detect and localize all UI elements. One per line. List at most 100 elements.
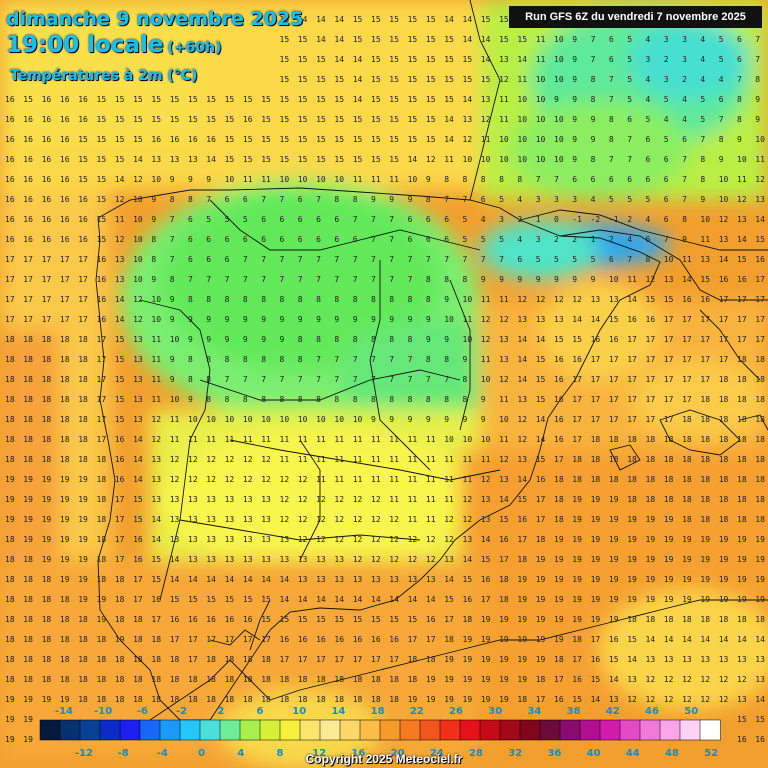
scale-lower-label: -8 <box>118 748 129 759</box>
grid-value: 9 <box>206 175 211 184</box>
grid-value: 18 <box>188 675 198 684</box>
grid-value: 19 <box>719 535 729 544</box>
scale-upper-label: 2 <box>217 706 224 717</box>
grid-value: 17 <box>572 375 582 384</box>
grid-value: 16 <box>78 235 88 244</box>
grid-value: 7 <box>316 355 321 364</box>
grid-value: 17 <box>646 415 656 424</box>
grid-value: 18 <box>646 435 656 444</box>
field-title: Températures à 2m (°C) <box>10 68 198 84</box>
grid-value: 10 <box>225 415 235 424</box>
grid-value: 13 <box>243 515 253 524</box>
grid-value: 18 <box>5 655 15 664</box>
grid-value: 15 <box>225 155 235 164</box>
grid-value: 8 <box>609 135 614 144</box>
grid-value: 18 <box>23 395 33 404</box>
grid-value: 19 <box>78 495 88 504</box>
grid-value: 4 <box>627 235 632 244</box>
grid-value: 6 <box>664 155 669 164</box>
grid-value: 7 <box>316 375 321 384</box>
grid-value: 8 <box>334 195 339 204</box>
grid-value: 13 <box>206 495 216 504</box>
scale-swatch <box>459 719 481 741</box>
grid-value: 17 <box>5 255 15 264</box>
grid-value: 8 <box>499 175 504 184</box>
grid-value: 12 <box>700 675 710 684</box>
grid-value: 14 <box>280 595 290 604</box>
grid-value: 8 <box>353 295 358 304</box>
grid-value: 4 <box>646 215 651 224</box>
grid-value: 17 <box>682 335 692 344</box>
grid-value: 14 <box>389 595 399 604</box>
grid-value: 10 <box>316 415 326 424</box>
grid-value: 6 <box>444 235 449 244</box>
grid-value: 14 <box>133 435 143 444</box>
grid-value: 13 <box>206 515 216 524</box>
grid-value: 7 <box>591 55 596 64</box>
grid-value: 18 <box>298 675 308 684</box>
grid-value: 7 <box>170 255 175 264</box>
grid-value: 19 <box>700 575 710 584</box>
grid-value: 8 <box>225 395 230 404</box>
grid-value: 14 <box>481 35 491 44</box>
grid-value: 11 <box>243 435 253 444</box>
grid-value: 13 <box>591 295 601 304</box>
grid-value: 19 <box>609 615 619 624</box>
grid-value: 18 <box>371 695 381 704</box>
grid-value: 14 <box>206 575 216 584</box>
grid-value: 15 <box>151 555 161 564</box>
grid-value: 17 <box>664 335 674 344</box>
grid-value: 11 <box>334 455 344 464</box>
grid-value: 15 <box>97 235 107 244</box>
scale-swatch <box>419 719 441 741</box>
grid-value: 13 <box>133 375 143 384</box>
grid-value: 17 <box>170 635 180 644</box>
grid-value: 18 <box>700 455 710 464</box>
grid-value: 16 <box>78 195 88 204</box>
grid-value: 11 <box>261 175 271 184</box>
grid-value: 19 <box>463 655 473 664</box>
grid-value: 9 <box>755 95 760 104</box>
grid-value: 16 <box>682 295 692 304</box>
grid-value: 14 <box>536 435 546 444</box>
grid-value: 18 <box>78 335 88 344</box>
grid-value: 17 <box>353 655 363 664</box>
grid-value: 15 <box>133 495 143 504</box>
grid-value: 12 <box>353 515 363 524</box>
grid-value: 14 <box>170 555 180 564</box>
grid-value: 17 <box>572 435 582 444</box>
grid-value: 8 <box>151 255 156 264</box>
grid-value: 11 <box>115 215 125 224</box>
grid-value: 2 <box>609 235 614 244</box>
grid-value: 8 <box>225 295 230 304</box>
grid-value: 15 <box>316 75 326 84</box>
grid-value: 17 <box>664 315 674 324</box>
grid-value: 10 <box>133 275 143 284</box>
grid-value: 13 <box>554 315 564 324</box>
grid-value: 18 <box>682 615 692 624</box>
grid-value: 13 <box>408 575 418 584</box>
grid-value: 6 <box>334 215 339 224</box>
grid-value: 14 <box>572 315 582 324</box>
grid-value: 11 <box>316 455 326 464</box>
grid-value: 19 <box>572 495 582 504</box>
grid-value: 18 <box>5 395 15 404</box>
grid-value: 4 <box>481 215 486 224</box>
grid-value: 15 <box>353 615 363 624</box>
grid-value: 11 <box>408 455 418 464</box>
grid-value: 18 <box>78 695 88 704</box>
grid-value: 18 <box>755 415 765 424</box>
scale-upper-label: 26 <box>449 706 463 717</box>
grid-value: 15 <box>243 95 253 104</box>
grid-value: 15 <box>115 115 125 124</box>
grid-value: 19 <box>517 575 527 584</box>
grid-value: 19 <box>536 555 546 564</box>
grid-value: 8 <box>426 355 431 364</box>
grid-value: 7 <box>353 215 358 224</box>
grid-value: 8 <box>463 375 468 384</box>
grid-value: 8 <box>463 175 468 184</box>
grid-value: 18 <box>755 435 765 444</box>
grid-value: 13 <box>170 495 180 504</box>
grid-value: 10 <box>737 155 747 164</box>
grid-value: 13 <box>737 695 747 704</box>
